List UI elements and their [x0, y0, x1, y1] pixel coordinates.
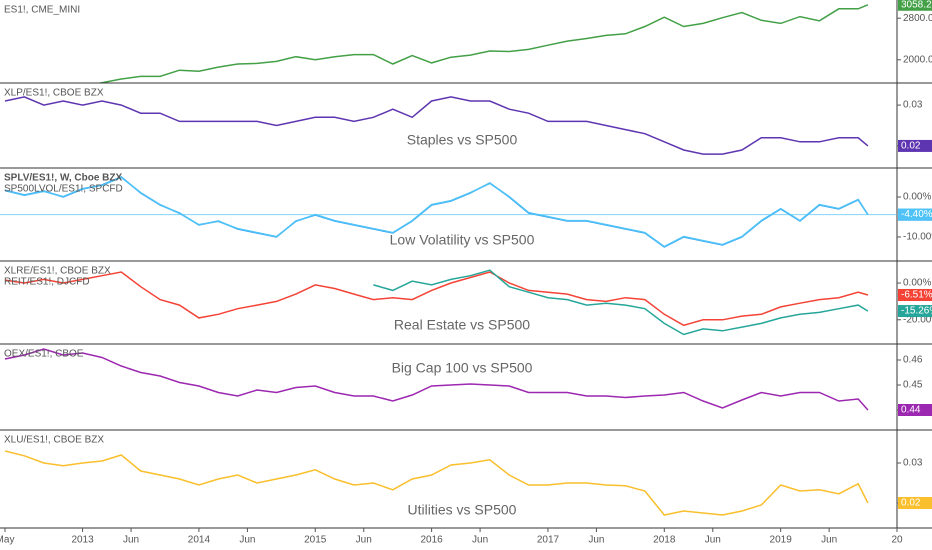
- series-line: [4, 450, 869, 516]
- last-value-label: 0.02: [901, 141, 921, 152]
- x-tick-label: Jun: [472, 535, 488, 546]
- series-name: ES1!, CME_MINI: [4, 5, 80, 16]
- last-value-box: [898, 404, 932, 416]
- last-value-label: 3058.25: [901, 0, 932, 10]
- x-tick-label: 2013: [71, 535, 94, 546]
- y-tick-label: -20.00%: [903, 314, 932, 325]
- last-value-label: -15.26%: [901, 306, 932, 317]
- last-value-box: [898, 288, 932, 301]
- pane: [4, 176, 869, 248]
- last-value-box: [898, 208, 932, 221]
- last-value-label: -4.40%: [901, 209, 932, 220]
- series-name: XLRE/ES1!, CBOE BZX: [4, 266, 111, 277]
- annotation: Big Cap 100 vs SP500: [392, 360, 533, 376]
- pane: [4, 450, 869, 516]
- last-value-box: [898, 497, 932, 509]
- last-value-label: 0.02: [901, 498, 921, 509]
- series-line: [4, 96, 869, 155]
- annotation: Staples vs SP500: [407, 132, 518, 148]
- x-tick-label: Jun: [705, 535, 721, 546]
- series-name: XLU/ES1!, CBOE BZX: [4, 435, 104, 446]
- series-name: SP500LVOL/ES1!, SPCFD: [4, 184, 123, 195]
- last-value-label: -6.51%: [901, 290, 932, 301]
- y-tick-label: 0.00%: [903, 278, 931, 289]
- y-tick-label: 2000.00: [903, 54, 932, 65]
- y-tick-label: 0.45: [903, 380, 923, 391]
- last-value-box: [898, 0, 932, 11]
- x-tick-label: 2015: [304, 535, 327, 546]
- y-tick-label: 0.46: [903, 355, 923, 366]
- pane: [96, 4, 869, 83]
- last-value-box: [898, 305, 932, 318]
- x-tick-label: Jun: [821, 535, 837, 546]
- x-tick-label: 2017: [537, 535, 560, 546]
- y-tick-label: 0.03: [903, 458, 923, 469]
- pane: [4, 348, 869, 411]
- y-tick-label: -10.00%: [903, 232, 932, 243]
- pane: [4, 96, 869, 155]
- x-tick-label: Jun: [356, 535, 372, 546]
- series-line: [373, 269, 869, 336]
- series-line: [96, 4, 869, 83]
- x-tick-label: Jun: [239, 535, 255, 546]
- last-value-box: [898, 139, 932, 152]
- x-tick-label: 2018: [653, 535, 676, 546]
- pane: [4, 269, 869, 336]
- y-tick-label: 0.03: [903, 100, 923, 111]
- x-tick-label: Jun: [588, 535, 604, 546]
- x-tick-label: 2019: [770, 535, 793, 546]
- y-tick-label: 0.00%: [903, 192, 931, 203]
- annotation: Low Volatility vs SP500: [390, 232, 535, 248]
- series-name: SPLV/ES1!, W, Cboe BZX: [4, 173, 122, 184]
- x-tick-label: 2016: [420, 535, 443, 546]
- y-tick-label: 2800.00: [903, 13, 932, 24]
- x-tick-label: 20: [891, 535, 903, 546]
- series-name: OEX/ES1!, CBOE: [4, 349, 84, 360]
- x-tick-label: Jun: [123, 535, 139, 546]
- x-tick-label: May: [0, 535, 14, 546]
- series-name: REIT/ES1!, DJCFD: [4, 277, 90, 288]
- x-tick-label: 2014: [188, 535, 211, 546]
- annotation: Real Estate vs SP500: [394, 317, 530, 333]
- last-value-label: 0.44: [901, 405, 921, 416]
- series-name: XLP/ES1!, CBOE BZX: [4, 88, 104, 99]
- series-line: [4, 348, 869, 411]
- annotation: Utilities vs SP500: [408, 502, 517, 518]
- series-line: [4, 176, 869, 248]
- series-line: [4, 271, 869, 327]
